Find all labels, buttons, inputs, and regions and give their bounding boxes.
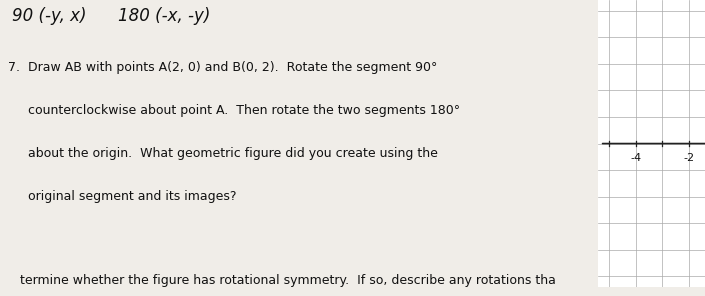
- Text: -4: -4: [630, 153, 642, 163]
- Text: -2: -2: [683, 153, 694, 163]
- Text: 90 (-y, x)      180 (-x, -y): 90 (-y, x) 180 (-x, -y): [12, 7, 210, 25]
- Text: about the origin.  What geometric figure did you create using the: about the origin. What geometric figure …: [8, 147, 438, 160]
- Text: original segment and its images?: original segment and its images?: [8, 190, 236, 203]
- Text: 7.  Draw AB with points A(2, 0) and B(0, 2).  Rotate the segment 90°: 7. Draw AB with points A(2, 0) and B(0, …: [8, 61, 437, 74]
- Text: counterclockwise about point A.  Then rotate the two segments 180°: counterclockwise about point A. Then rot…: [8, 104, 460, 117]
- Text: termine whether the figure has rotational symmetry.  If so, describe any rotatio: termine whether the figure has rotationa…: [0, 274, 556, 287]
